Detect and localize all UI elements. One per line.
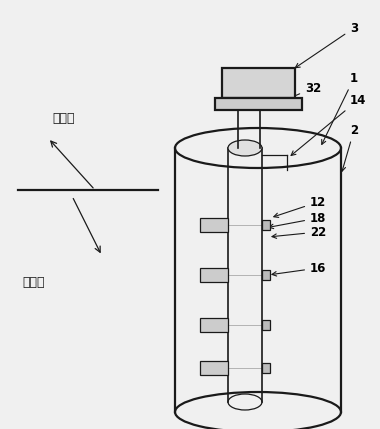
Bar [262,320,270,330]
Text: 14: 14 [291,94,366,155]
Text: 16: 16 [272,262,326,276]
Text: 背水侧: 背水侧 [22,277,44,290]
Bar [222,68,295,98]
Text: 18: 18 [269,211,326,229]
Bar [215,98,302,110]
Text: 3: 3 [295,21,358,68]
Text: 迎水侧: 迎水侧 [52,112,74,124]
Text: 32: 32 [266,82,321,109]
Bar [200,318,228,332]
Text: 2: 2 [341,124,358,171]
Text: 22: 22 [272,226,326,239]
Ellipse shape [228,140,262,156]
Text: 1: 1 [322,72,358,145]
Bar [262,270,270,280]
Bar [200,268,228,282]
Bar [262,220,270,230]
Bar [262,363,270,373]
Bar [200,361,228,375]
Text: 12: 12 [274,196,326,218]
Bar [200,218,228,232]
